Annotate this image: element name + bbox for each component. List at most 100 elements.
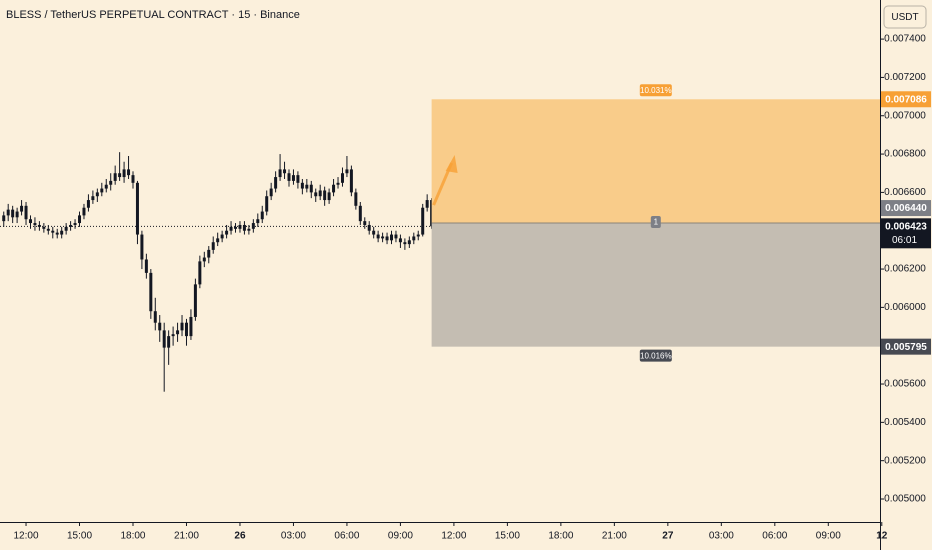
x-tick-label: 03:00 (709, 531, 734, 542)
candle-body (287, 173, 291, 181)
candle-body (176, 330, 180, 335)
candle-body (363, 221, 367, 225)
x-tick-label: 27 (662, 531, 674, 542)
stop-price-bg (881, 338, 931, 355)
x-tick-label: 06:00 (334, 531, 359, 542)
candle-body (394, 234, 398, 239)
candle-body (274, 177, 278, 189)
y-tick-label: 0.005000 (884, 494, 926, 505)
candle-body (260, 211, 264, 220)
candle-body (51, 230, 55, 233)
candle-body (184, 322, 188, 337)
stop-percent-bg (639, 349, 672, 362)
x-tick-label: 06:00 (762, 531, 787, 542)
candle-body (158, 322, 162, 331)
candle-body (118, 173, 122, 178)
target-price: 0.007086 (885, 94, 927, 105)
candle-body (278, 169, 282, 178)
x-tick-label: 15:00 (495, 531, 520, 542)
x-tick-label: 12 (876, 531, 888, 542)
y-tick-label: 0.007400 (884, 34, 926, 45)
chart-title: BLESS / TetherUS PERPETUAL CONTRACT · 15… (6, 9, 300, 21)
candle-body (300, 182, 304, 189)
entry-price-bg (881, 200, 931, 217)
candle-body (95, 192, 99, 197)
candle-body (283, 169, 287, 174)
y-tick-label: 0.007000 (884, 110, 926, 121)
candle-body (318, 190, 322, 197)
y-tick-label: 0.005200 (884, 455, 926, 466)
candle-body (78, 215, 82, 224)
candle-body (202, 257, 206, 262)
candle-body (28, 219, 32, 224)
candle-body (60, 230, 64, 235)
candle-body (162, 330, 166, 348)
candle-body (140, 234, 144, 260)
countdown: 06:01 (892, 235, 917, 246)
candle-body (234, 226, 238, 229)
plot-area (0, 152, 880, 392)
stop-percent: 10.016% (640, 351, 672, 360)
x-tick-label: 15:00 (67, 531, 92, 542)
candle-body (24, 205, 28, 220)
candle-body (216, 238, 220, 243)
candle-body (73, 223, 77, 225)
candle-body (46, 228, 50, 231)
candle-body (412, 236, 416, 241)
x-tick-label: 03:00 (281, 531, 306, 542)
candle-body (354, 192, 358, 206)
candle-body (220, 234, 224, 239)
candle-body (309, 184, 313, 193)
candle-body (336, 182, 340, 185)
candle-body (11, 209, 15, 218)
candle-body (407, 240, 411, 245)
x-tick-label: 21:00 (602, 531, 627, 542)
candle-body (238, 224, 242, 229)
candle-body (291, 175, 295, 181)
candle-body (340, 173, 344, 183)
candle-body (113, 173, 117, 181)
target-percent-bg (639, 84, 672, 97)
candle-body (198, 261, 202, 285)
currency[interactable]: USDT (891, 12, 918, 23)
y-tick-label: 0.006800 (884, 149, 926, 160)
candle-body (207, 249, 211, 258)
x-tick-label: 12:00 (441, 531, 466, 542)
candle-body (6, 209, 10, 216)
x-tick-label: 21:00 (174, 531, 199, 542)
y-tick-label: 0.005400 (884, 417, 926, 428)
candle-body (144, 259, 148, 273)
candle-body (193, 284, 197, 317)
entry-price: 0.006440 (885, 203, 927, 214)
candle-body (265, 196, 269, 212)
candle-body (247, 228, 251, 231)
currency-button[interactable] (883, 5, 927, 29)
candle-body (64, 226, 68, 231)
quantity-bg (650, 216, 661, 229)
candle-body (398, 238, 402, 243)
candle-body (349, 169, 353, 193)
candle-body (225, 230, 229, 235)
x-tick-label: 12:00 (14, 531, 39, 542)
overlay: 10.031% 10.016% 1 (431, 84, 880, 362)
y-tick-label: 0.006600 (884, 187, 926, 198)
quantity: 1 (654, 218, 659, 227)
candle-body (100, 188, 104, 193)
target-percent: 10.031% (640, 86, 672, 95)
candle-body (104, 184, 108, 189)
candle-body (82, 207, 86, 216)
candle-body (367, 224, 371, 231)
candle-body (327, 192, 331, 201)
candle-body (390, 234, 394, 241)
y-tick-label: 0.007200 (884, 72, 926, 83)
candle-body (305, 184, 309, 189)
candle-body (269, 188, 273, 197)
candle-body (251, 223, 255, 229)
y-tick-label: 0.006200 (884, 264, 926, 275)
x-tick-label: 18:00 (120, 531, 145, 542)
y-tick-label: 0.005600 (884, 379, 926, 390)
candle-body (131, 175, 135, 183)
x-tick-label: 09:00 (388, 531, 413, 542)
